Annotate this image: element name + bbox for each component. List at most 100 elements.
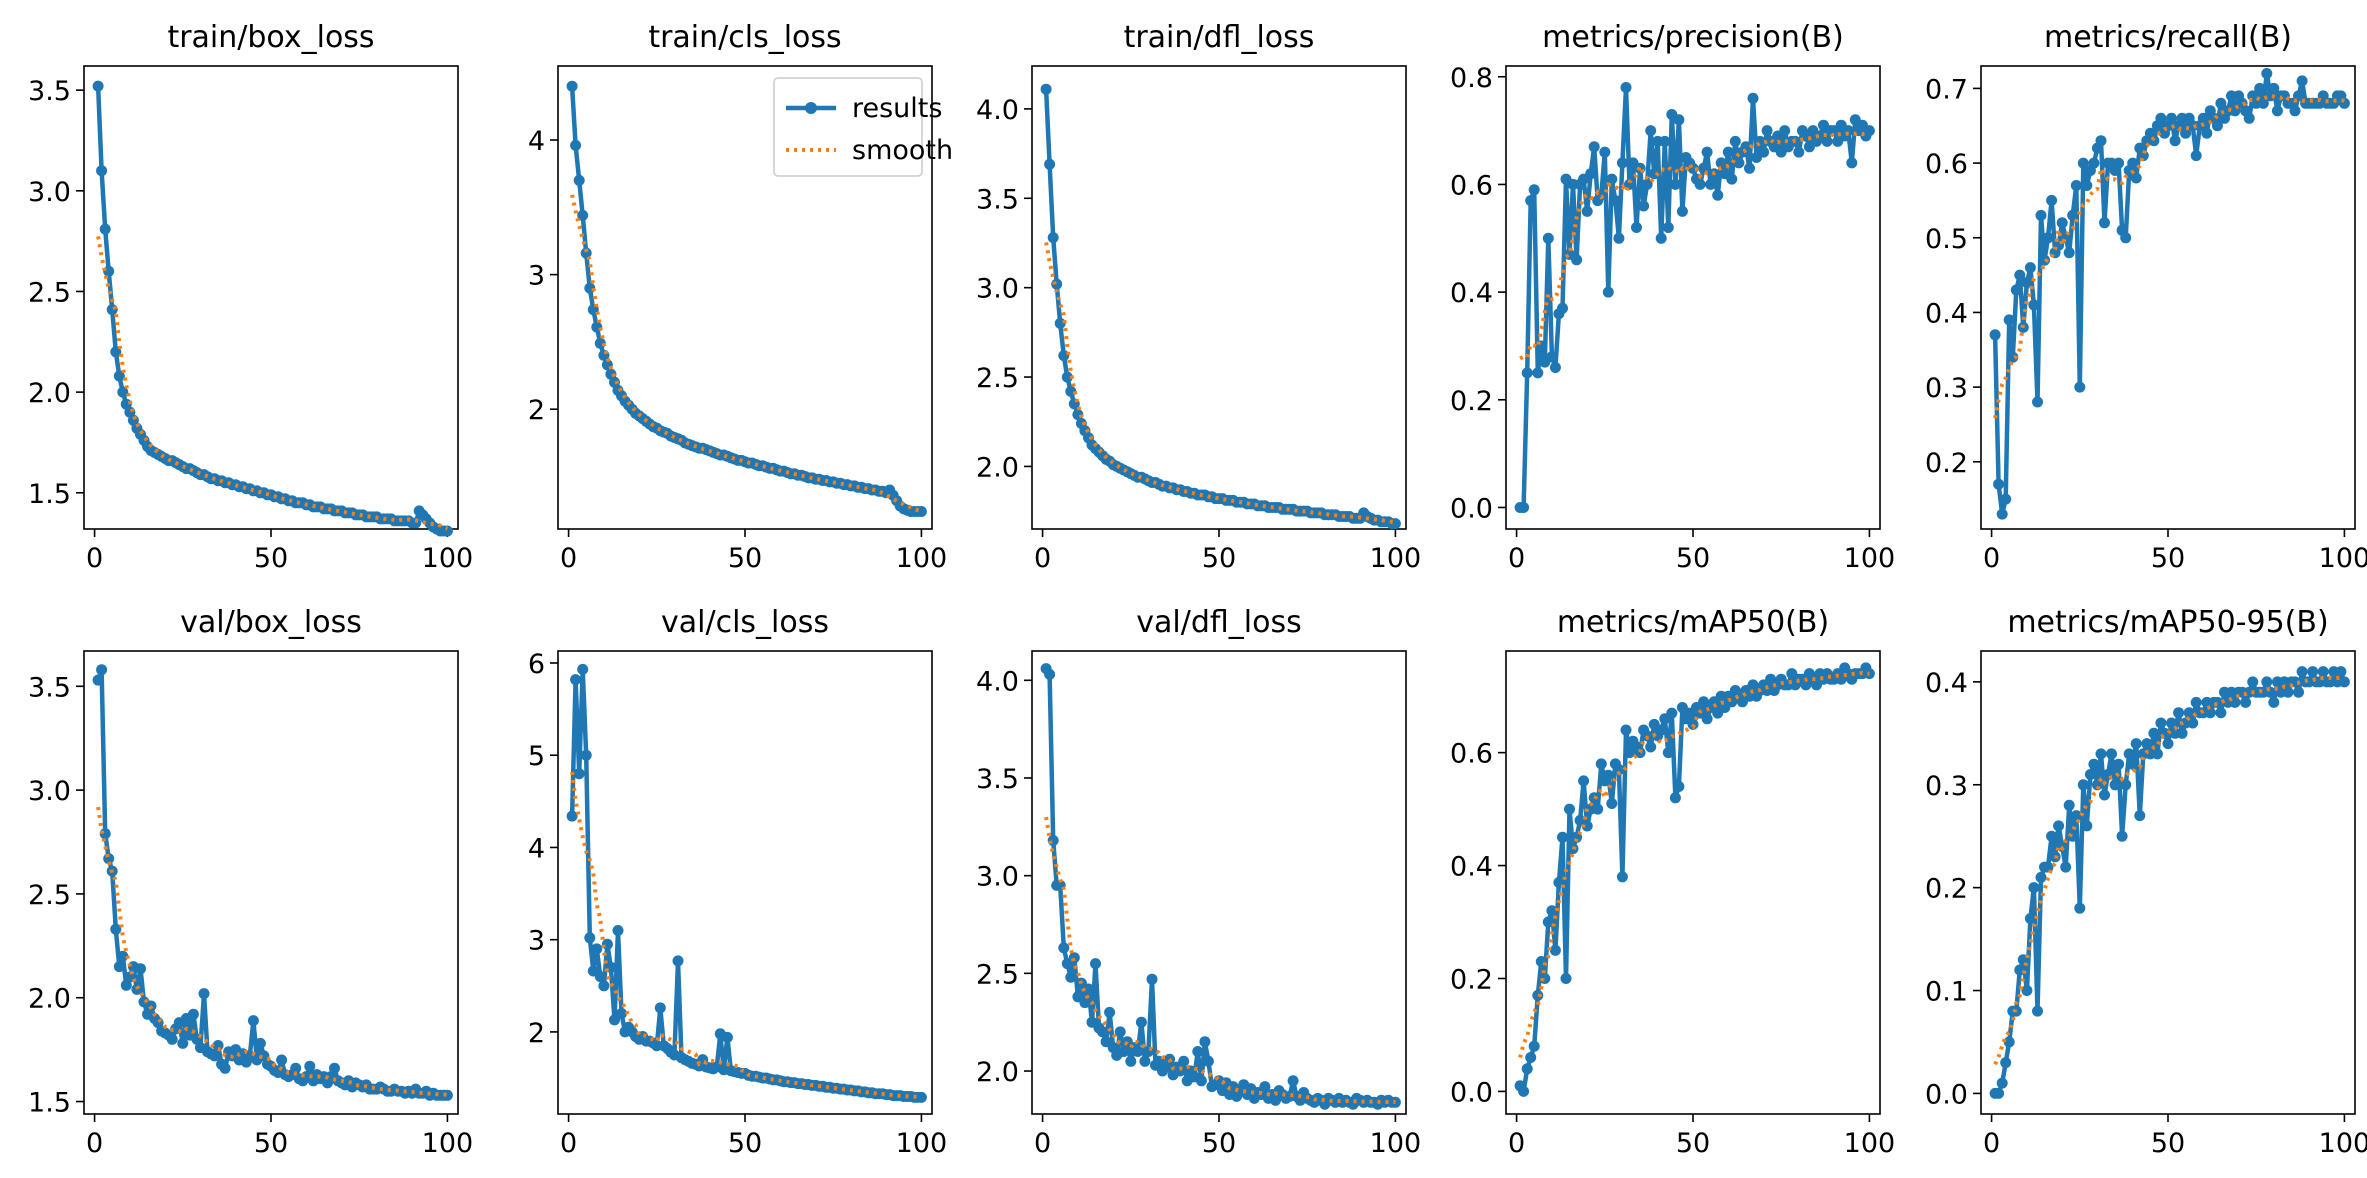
results-point xyxy=(1259,1081,1271,1093)
results-point xyxy=(1058,350,1070,362)
results-point xyxy=(570,139,582,151)
results-point xyxy=(2148,727,2160,739)
results-point xyxy=(1564,803,1575,815)
results-point xyxy=(1525,1052,1537,1063)
y-tick-label: 0.3 xyxy=(1925,771,1968,802)
results-point xyxy=(1521,367,1533,379)
results-line xyxy=(95,86,448,534)
results-point xyxy=(2190,696,2202,708)
results-point xyxy=(2032,1005,2043,1017)
results-point xyxy=(304,1060,316,1072)
results-point xyxy=(2268,696,2280,708)
results-point xyxy=(1192,1046,1204,1057)
results-point xyxy=(1613,764,1625,776)
results-point xyxy=(1546,905,1558,917)
results-point xyxy=(570,674,582,686)
legend-smooth-label: smooth xyxy=(852,135,953,166)
results-point xyxy=(2021,985,2033,996)
results-point xyxy=(2183,707,2195,719)
results-point xyxy=(2180,127,2192,139)
results-point xyxy=(441,525,453,537)
results-point xyxy=(1634,747,1646,759)
y-tick-label: 2.5 xyxy=(976,363,1019,394)
results-point xyxy=(2099,789,2110,801)
panel-train-cls-loss: train/cls_loss 0 50 100 2 3 4 results smooth xyxy=(528,20,953,574)
y-tick-label: 2.0 xyxy=(28,378,71,409)
y-tick-label: 2.5 xyxy=(28,277,71,308)
results-point xyxy=(1132,1046,1144,1057)
x-tick-label: 100 xyxy=(1844,543,1896,574)
results-point xyxy=(1641,178,1653,190)
results-point xyxy=(584,282,596,294)
y-tick-label: 0.0 xyxy=(1450,1077,1493,1108)
results-point xyxy=(135,963,146,975)
x-tick-label: 0 xyxy=(1983,1128,2000,1159)
y-tick-label: 2.0 xyxy=(976,452,1019,483)
results-line xyxy=(1044,667,1396,1107)
results-point xyxy=(1097,1026,1109,1038)
results-point xyxy=(1118,1046,1130,1057)
x-tick-label: 0 xyxy=(1508,1128,1525,1159)
results-point xyxy=(1528,184,1540,196)
results-point xyxy=(1114,1026,1126,1038)
results-point xyxy=(110,923,122,935)
results-point xyxy=(2162,738,2174,750)
results-point xyxy=(2099,217,2110,229)
results-point xyxy=(117,950,129,962)
results-point xyxy=(591,321,603,333)
results-point xyxy=(2014,269,2026,281)
results-point xyxy=(1662,747,1674,759)
panel-train-box-loss: train/box_loss 0 50 100 1.5 2.0 2.5 3.0 3.5 xyxy=(28,20,473,574)
results-point xyxy=(2211,120,2223,132)
panel-title: train/cls_loss xyxy=(648,20,841,55)
results-point xyxy=(573,174,585,186)
panel-val-box-loss: val/box_loss 0 50 100 1.5 2.0 2.5 3.0 3.5 xyxy=(28,605,473,1159)
panel-title: val/cls_loss xyxy=(661,605,829,640)
results-point xyxy=(1065,971,1077,983)
x-tick-label: 0 xyxy=(86,543,103,574)
results-point xyxy=(1620,82,1632,93)
results-point xyxy=(2063,247,2075,259)
results-point xyxy=(2074,902,2086,914)
smooth-line xyxy=(570,771,922,1099)
results-point xyxy=(92,674,104,686)
y-tick-label: 3.0 xyxy=(976,862,1019,893)
x-tick-label: 50 xyxy=(1202,543,1236,574)
results-point xyxy=(1846,157,1858,169)
results-point xyxy=(1139,1055,1151,1067)
results-point xyxy=(2120,779,2132,791)
results-point xyxy=(1666,707,1678,719)
results-point xyxy=(2296,666,2308,678)
results-point xyxy=(166,1033,178,1045)
results-point xyxy=(1676,205,1688,217)
results-point xyxy=(1044,158,1056,170)
x-tick-label: 50 xyxy=(1676,543,1710,574)
results-point xyxy=(1588,141,1600,153)
results-point xyxy=(2127,157,2139,169)
panel-title: train/box_loss xyxy=(167,20,374,55)
results-point xyxy=(1821,135,1833,147)
results-point xyxy=(2257,97,2269,109)
results-point xyxy=(1993,478,2005,490)
results-point xyxy=(1842,125,1854,137)
results-point xyxy=(2317,666,2329,678)
results-point xyxy=(577,663,589,675)
results-point xyxy=(1733,157,1745,169)
results-point xyxy=(2293,686,2304,698)
y-tick-label: 2 xyxy=(528,395,545,426)
results-point xyxy=(2130,738,2142,750)
results-point xyxy=(1779,125,1791,137)
results-point xyxy=(1631,222,1642,233)
results-point xyxy=(1195,1075,1207,1087)
y-tick-label: 3.0 xyxy=(976,274,1019,305)
x-tick-label: 0 xyxy=(1508,543,1525,574)
results-point xyxy=(1669,792,1681,804)
y-tick-label: 3 xyxy=(528,926,545,957)
y-tick-label: 3.5 xyxy=(976,184,1019,215)
results-point xyxy=(1557,831,1568,843)
results-point xyxy=(177,1037,189,1049)
x-tick-label: 50 xyxy=(254,543,288,574)
results-point xyxy=(1712,189,1724,201)
results-point xyxy=(2067,209,2079,221)
